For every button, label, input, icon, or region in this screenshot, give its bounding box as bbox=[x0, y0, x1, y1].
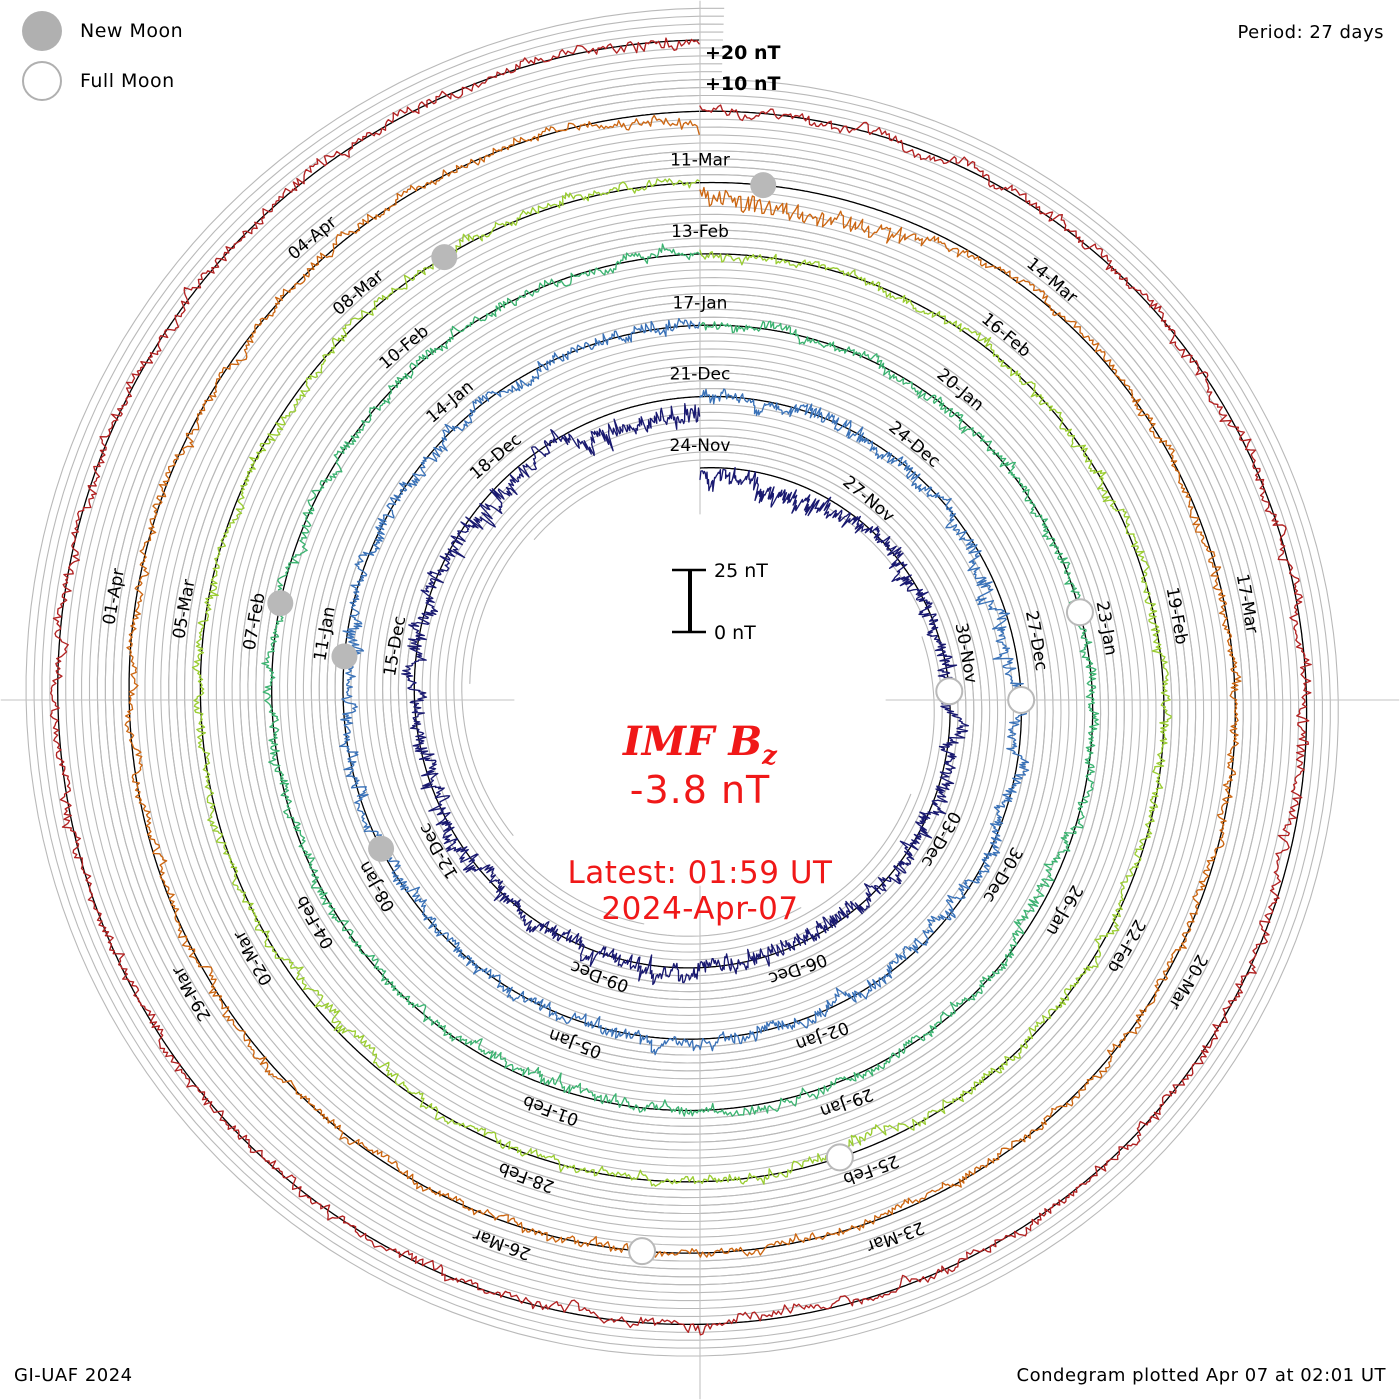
new-moon-label: New Moon bbox=[80, 20, 184, 42]
date-label: 06-Dec bbox=[766, 949, 830, 989]
baseline-turn-6 bbox=[57, 39, 1308, 1326]
trace-turn-3 bbox=[261, 243, 1100, 1117]
trace-turn-5 bbox=[124, 114, 1242, 1258]
amplitude-gridline bbox=[88, 71, 1276, 1294]
amplitude-gridline bbox=[73, 55, 1292, 1310]
date-label: 15-Dec bbox=[380, 615, 410, 678]
imf-current-value: -3.8 nT bbox=[629, 768, 771, 812]
date-label: 13-Feb bbox=[671, 222, 729, 242]
date-label: 01-Apr bbox=[99, 567, 129, 626]
moon-mark-full bbox=[1007, 686, 1036, 714]
footer-credit: GI-UAF 2024 bbox=[14, 1365, 133, 1386]
trace-turn-1 bbox=[401, 403, 970, 986]
moon-phase-legend: New Moon Full Moon bbox=[22, 6, 183, 106]
footer-plot-time: Condegram plotted Apr 07 at 02:01 UT bbox=[1016, 1365, 1386, 1386]
moon-mark-full bbox=[825, 1143, 854, 1172]
date-label: 02-Jan bbox=[793, 1017, 851, 1055]
date-label: 05-Mar bbox=[169, 578, 199, 640]
axis-layer: +20 nT +10 nT 25 nT 0 nT bbox=[672, 42, 781, 644]
baseline-turn-3 bbox=[271, 253, 1094, 1112]
moon-mark-full bbox=[628, 1237, 657, 1266]
period-label: Period: 27 days bbox=[1237, 22, 1384, 43]
baseline-layer bbox=[57, 39, 1308, 1326]
date-label: 17-Jan bbox=[673, 293, 728, 313]
baseline-turn-5 bbox=[128, 110, 1236, 1254]
full-moon-label: Full Moon bbox=[80, 70, 175, 92]
legend-row-new-moon: New Moon bbox=[22, 6, 183, 56]
imf-quantity-subscript: z bbox=[762, 741, 777, 771]
date-label: 05-Jan bbox=[546, 1024, 604, 1062]
trace-layer bbox=[49, 37, 1312, 1336]
amplitude-gridline bbox=[81, 63, 1284, 1302]
radial-axis-label: +10 nT bbox=[705, 73, 781, 95]
imf-quantity-name: IMF B bbox=[623, 718, 763, 765]
new-moon-icon bbox=[22, 11, 62, 51]
latest-time: Latest: 01:59 UT bbox=[567, 855, 833, 891]
moon-mark-new bbox=[368, 835, 395, 862]
imf-quantity-title: IMF Bz bbox=[0, 718, 1400, 771]
amplitude-gridline bbox=[49, 31, 1315, 1333]
baseline-turn-2 bbox=[342, 324, 1023, 1040]
date-label: 01-Feb bbox=[520, 1091, 581, 1130]
date-label: 28-Feb bbox=[496, 1158, 557, 1197]
scale-bar-top-label: 25 nT bbox=[714, 560, 768, 582]
moon-mark-full bbox=[1065, 598, 1094, 627]
date-label: 24-Nov bbox=[670, 436, 731, 456]
date-label: 21-Dec bbox=[670, 365, 731, 385]
date-label: 07-Feb bbox=[240, 591, 270, 651]
full-moon-icon bbox=[22, 61, 62, 101]
scale-bar-bottom-label: 0 nT bbox=[714, 622, 756, 644]
date-label: 09-Dec bbox=[568, 956, 632, 996]
moon-marks-layer bbox=[267, 172, 1094, 1266]
moon-mark-new bbox=[331, 643, 358, 670]
trace-turn-2 bbox=[339, 317, 1030, 1056]
radial-axis-label: +20 nT bbox=[705, 42, 781, 64]
date-label: 24-Dec bbox=[885, 418, 944, 472]
amplitude-gridline bbox=[41, 23, 1323, 1341]
amplitude-gridline bbox=[33, 15, 1331, 1349]
amplitude-gridline bbox=[65, 47, 1300, 1317]
legend-row-full-moon: Full Moon bbox=[22, 56, 183, 106]
moon-mark-new bbox=[431, 244, 458, 271]
trace-turn-6 bbox=[49, 37, 1312, 1336]
moon-mark-new bbox=[750, 172, 777, 199]
amplitude-gridline bbox=[25, 7, 1339, 1357]
latest-date: 2024-Apr-07 bbox=[601, 891, 799, 927]
trace-turn-4 bbox=[191, 178, 1172, 1187]
date-label-layer: 24-Nov27-Nov30-Nov03-Dec06-Dec09-Dec12-D… bbox=[99, 151, 1261, 1264]
moon-mark-new bbox=[267, 590, 294, 617]
date-label: 11-Mar bbox=[670, 151, 730, 171]
moon-mark-full bbox=[935, 677, 964, 706]
